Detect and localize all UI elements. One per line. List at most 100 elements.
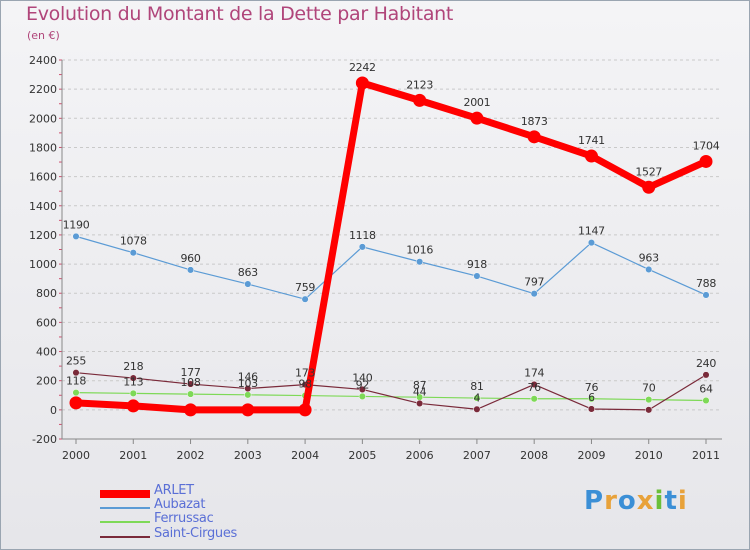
- x-tick-label: 2001: [119, 449, 147, 462]
- data-label-saint-cirgues: 173: [295, 367, 315, 380]
- series-line-aubazat: [75, 235, 707, 300]
- data-point-aubazat: [244, 280, 252, 288]
- y-tick-label: 2400: [29, 54, 57, 67]
- x-tick-label: 2005: [348, 449, 376, 462]
- data-point-saint-cirgues: [645, 406, 653, 414]
- y-tick-label: 200: [36, 375, 57, 388]
- x-tick-label: 2007: [463, 449, 491, 462]
- y-tick-label: 800: [36, 287, 57, 300]
- legend-swatch: [100, 521, 150, 523]
- data-point-arlet: [527, 130, 541, 144]
- data-point-arlet: [241, 403, 255, 417]
- data-point-aubazat: [416, 258, 424, 266]
- y-tick-label: 2000: [29, 112, 57, 125]
- data-label-saint-cirgues: 174: [524, 366, 544, 379]
- data-label-saint-cirgues: 177: [180, 366, 200, 379]
- data-label-saint-cirgues: 44: [413, 385, 427, 398]
- data-point-ferrussac: [129, 389, 137, 397]
- data-label-saint-cirgues: 4: [474, 391, 481, 404]
- data-point-saint-cirgues: [702, 371, 710, 379]
- data-point-ferrussac: [72, 389, 80, 397]
- data-label-ferrussac: 113: [123, 375, 143, 388]
- data-label-aubazat: 1190: [63, 218, 90, 231]
- data-point-aubazat: [473, 272, 481, 280]
- series-arlet: [69, 76, 713, 417]
- legend-label: Aubazat: [154, 497, 206, 512]
- data-label-arlet: 2123: [406, 78, 433, 91]
- chart-title: Evolution du Montant de la Dette par Hab…: [26, 3, 454, 25]
- data-point-aubazat: [72, 232, 80, 240]
- data-label-ferrussac: 87: [413, 379, 427, 392]
- series-aubazat: [72, 232, 710, 303]
- y-tick-label: 1800: [29, 141, 57, 154]
- x-tick-label: 2000: [62, 449, 90, 462]
- data-label-arlet: 1741: [578, 134, 605, 147]
- data-label-ferrussac: 118: [66, 375, 86, 388]
- y-tick-label: 2200: [29, 83, 57, 96]
- legend-item: Saint-Cirgues: [100, 526, 320, 544]
- data-label-aubazat: 788: [696, 277, 716, 290]
- data-point-saint-cirgues: [129, 374, 137, 382]
- data-label-arlet: 1527: [635, 165, 662, 178]
- data-point-aubazat: [530, 290, 538, 298]
- data-label-arlet: 1704: [693, 139, 720, 152]
- legend-label: Ferrussac: [154, 511, 214, 526]
- x-tick-label: 2010: [635, 449, 663, 462]
- y-tick-label: 1000: [29, 258, 57, 271]
- data-label-aubazat: 1016: [406, 244, 433, 257]
- data-point-arlet: [413, 93, 427, 107]
- data-point-ferrussac: [244, 391, 252, 399]
- x-tick-label: 2004: [291, 449, 319, 462]
- data-point-arlet: [298, 403, 312, 417]
- data-point-saint-cirgues: [72, 369, 80, 377]
- x-tick-label: 2008: [520, 449, 548, 462]
- y-tick-label: 0: [50, 404, 57, 417]
- data-point-ferrussac: [530, 395, 538, 403]
- data-label-arlet: 1873: [521, 115, 548, 128]
- legend-swatch: [100, 490, 150, 498]
- data-label-ferrussac: 103: [238, 377, 258, 390]
- data-label-ferrussac: 64: [699, 383, 713, 396]
- data-point-arlet: [355, 76, 369, 90]
- data-point-aubazat: [587, 239, 596, 247]
- data-label-saint-cirgues: 140: [352, 371, 372, 384]
- data-label-aubazat: 918: [467, 258, 487, 271]
- data-label-aubazat: 759: [295, 281, 315, 294]
- data-point-aubazat: [702, 291, 710, 299]
- data-point-arlet: [126, 399, 140, 413]
- y-tick-label: 600: [36, 316, 57, 329]
- data-label-aubazat: 1147: [578, 225, 605, 238]
- data-point-aubazat: [645, 265, 653, 274]
- data-point-aubazat: [186, 266, 195, 274]
- x-tick-label: 2006: [406, 449, 434, 462]
- data-label-ferrussac: 76: [585, 381, 599, 394]
- data-point-saint-cirgues: [530, 380, 538, 389]
- x-tick-label: 2009: [577, 449, 605, 462]
- data-point-aubazat: [129, 249, 137, 257]
- data-point-saint-cirgues: [416, 399, 424, 407]
- data-label-saint-cirgues: 218: [123, 360, 143, 373]
- x-tick-label: 2003: [234, 449, 262, 462]
- data-point-saint-cirgues: [587, 405, 596, 413]
- data-point-aubazat: [358, 243, 366, 251]
- data-label-saint-cirgues: 255: [66, 355, 86, 368]
- x-tick-label: 2002: [177, 449, 205, 462]
- data-point-aubazat: [301, 295, 309, 303]
- data-point-arlet: [69, 396, 83, 410]
- data-point-arlet: [699, 154, 713, 168]
- y-tick-label: 1200: [29, 229, 57, 242]
- data-label-saint-cirgues: 146: [238, 371, 258, 384]
- legend-label: ARLET: [154, 483, 194, 498]
- data-point-arlet: [642, 180, 656, 194]
- data-label-ferrussac: 92: [356, 378, 369, 391]
- data-label-ferrussac: 76: [527, 381, 541, 394]
- data-label-aubazat: 1078: [120, 235, 147, 248]
- proxiti-logo: Proxiti: [584, 486, 688, 516]
- data-point-saint-cirgues: [358, 385, 366, 393]
- data-point-arlet: [470, 111, 484, 125]
- series-line-saint-cirgues: [75, 372, 707, 411]
- data-point-saint-cirgues: [244, 385, 252, 393]
- chart-subtitle: (en €): [27, 29, 60, 42]
